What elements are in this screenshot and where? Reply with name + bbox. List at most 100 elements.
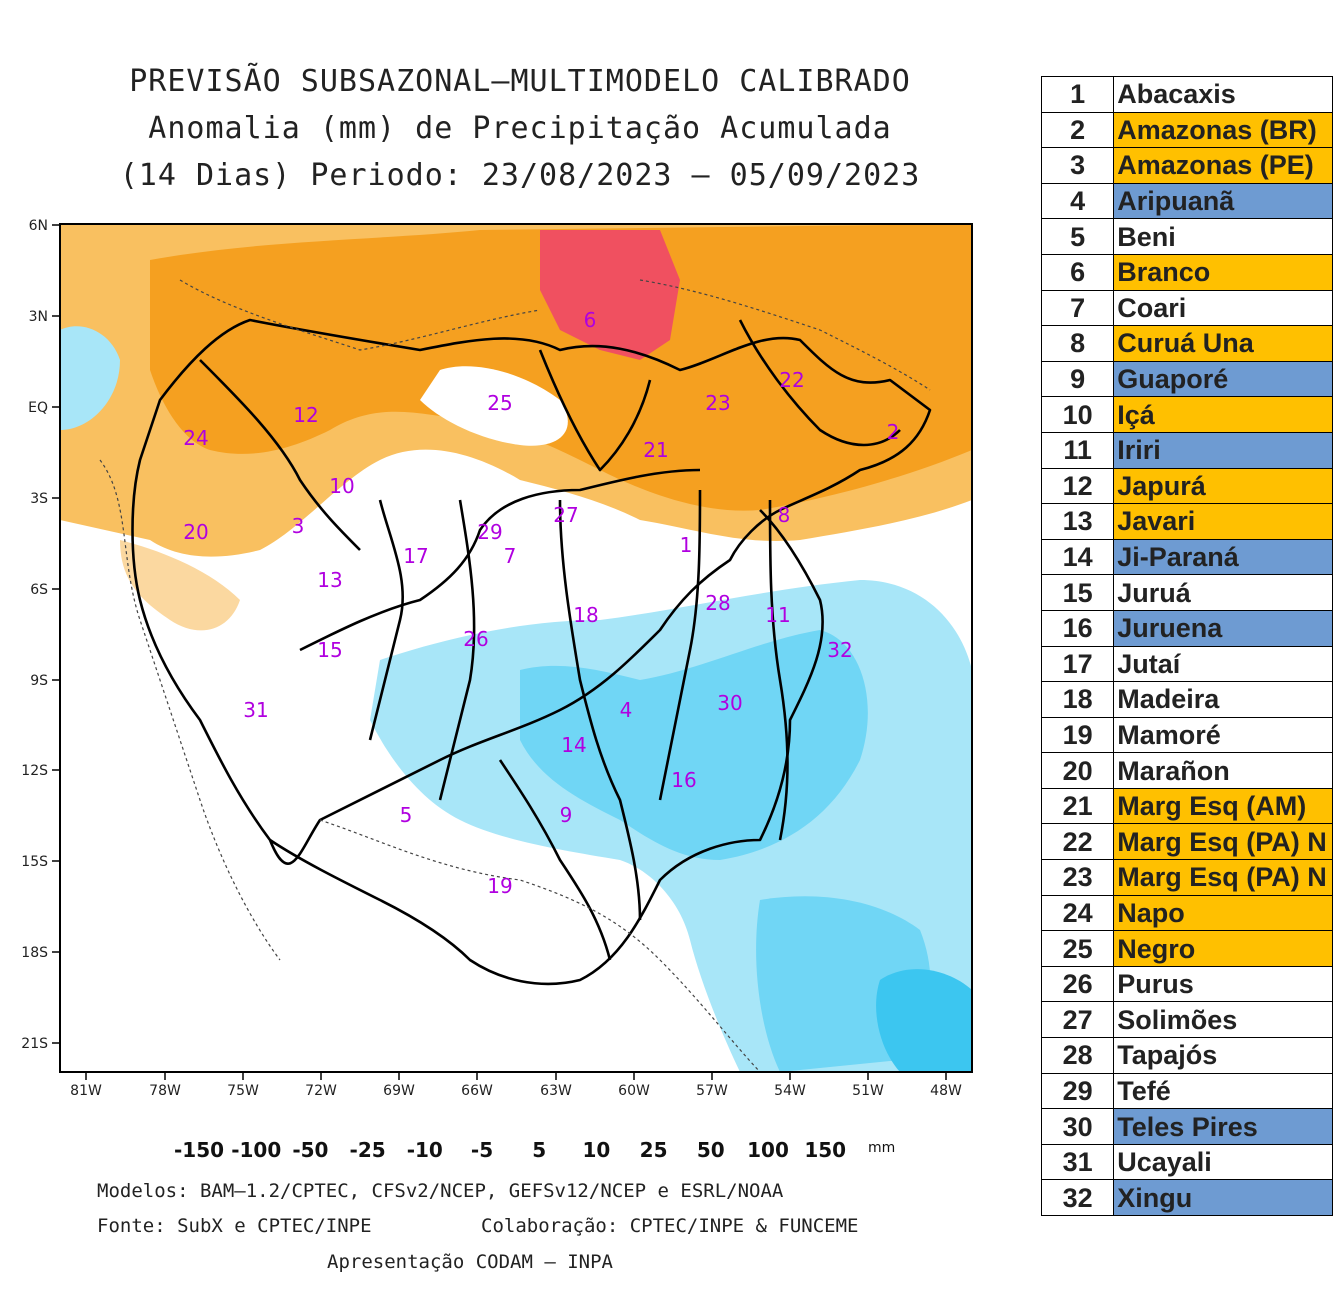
basin-name: Marg Esq (PA) N [1113,823,1333,861]
colorbar-tick-label: -10 [406,1138,443,1162]
orange-zone [150,224,972,511]
basin-number-label: 15 [317,638,342,662]
basin-name: Abacaxis [1113,76,1333,113]
basin-row: 32 Xingu [1040,1179,1333,1216]
basin-row: 17 Jutaí [1040,645,1333,683]
basin-number: 15 [1040,574,1115,611]
basin-name: Jutaí [1113,645,1333,683]
lon-tick-label: 48W [930,1083,962,1099]
light-orange-peru-zone [120,540,240,631]
basin-row: 18 Madeira [1040,681,1333,718]
basin-number: 12 [1040,467,1115,505]
basin-number: 25 [1040,930,1115,967]
lon-tick-label: 78W [149,1083,181,1099]
colorbar-tick-label: 5 [532,1138,547,1162]
basin-number: 24 [1040,894,1115,932]
basin-name: Iriri [1113,431,1333,469]
basin-row: 16 Juruena [1040,609,1333,647]
country-borders [99,279,931,1073]
colorbar-tick-label: 25 [639,1138,668,1162]
amazon-basin-outline [131,318,932,865]
basin-number: 21 [1040,787,1115,825]
basin-name: Aripuanã [1113,182,1333,220]
basin-number-label: 28 [705,591,730,615]
map-title-line-3: (14 Dias) Periodo: 23/08/2023 – 05/09/20… [119,158,921,193]
basin-row: 24 Napo [1040,894,1333,932]
basin-row: 4 Aripuanã [1040,182,1333,220]
basin-row: 14 Ji-Paraná [1040,538,1333,576]
basin-number-label: 1 [680,533,693,557]
basin-row: 31 Ucayali [1040,1143,1333,1181]
basin-name: Amazonas (BR) [1113,111,1333,149]
basin-number-label: 25 [487,391,512,415]
marg-esq-outline [738,319,901,447]
basin-name: Juruá [1113,574,1333,611]
colorbar-unit: mm [868,1140,896,1156]
basin-number: 14 [1040,538,1115,576]
colorbar-tick-label: -25 [349,1138,386,1162]
basin-number-label: 22 [779,368,804,392]
basin-row: 5 Beni [1040,218,1333,255]
basin-name: Mamoré [1113,716,1333,754]
basin-row: 19 Mamoré [1040,716,1333,754]
map-title-line-1: PREVISÃO SUBSAZONAL–MULTIMODELO CALIBRAD… [129,64,911,99]
basin-number: 8 [1040,325,1115,362]
basin-row: 23 Marg Esq (PA) N [1040,859,1333,896]
white-gap-zone [420,366,568,446]
basin-name: Ucayali [1113,1143,1333,1181]
lon-tick-label: 75W [227,1083,259,1099]
lat-tick-label: 6S [30,582,48,598]
basin-number-label: 26 [463,627,488,651]
map-title-line-2: Anomalia (mm) de Precipitação Acumulada [148,111,892,146]
footer-collaboration: Colaboração: CPTEC/INPE & FUNCEME [481,1215,859,1237]
basin-number-labels: 1234567891011121314151617181920212223242… [183,308,899,898]
lon-tick-label: 60W [618,1083,650,1099]
basin-number-label: 27 [553,503,578,527]
basin-number-label: 11 [765,603,790,627]
basin-number-label: 24 [183,426,208,450]
basin-number: 19 [1040,716,1115,754]
colorbar-tick-label: -5 [470,1138,494,1162]
basin-name: Guaporé [1113,360,1333,398]
basin-row: 21 Marg Esq (AM) [1040,787,1333,825]
madeira-outline [558,499,642,921]
colorbar-tick-label: 50 [696,1138,725,1162]
lon-tick-label: 72W [305,1083,337,1099]
basin-row: 25 Negro [1040,930,1333,967]
basin-name: Tefé [1113,1072,1333,1110]
lat-tick-label: 15S [21,854,48,870]
lon-tick-label: 81W [70,1083,102,1099]
basin-name: Xingu [1113,1179,1333,1216]
basin-row: 15 Juruá [1040,574,1333,611]
basin-name: Branco [1113,253,1333,291]
blue-corner-zone [876,969,972,1072]
basin-number-label: 30 [717,691,742,715]
basin-row: 30 Teles Pires [1040,1108,1333,1145]
basin-row: 12 Japurá [1040,467,1333,505]
basin-row: 7 Coari [1040,289,1333,327]
basin-number: 1 [1040,76,1115,113]
basin-number-label: 4 [620,698,633,722]
border-colombia-venezuela [179,279,541,351]
lat-tick-label: 3N [29,309,48,325]
lat-tick-label: 6N [29,218,48,234]
basin-row: 2 Amazonas (BR) [1040,111,1333,149]
basin-number-label: 9 [560,803,573,827]
basin-number-label: 18 [573,603,598,627]
basin-number: 31 [1040,1143,1115,1181]
basin-number-label: 17 [403,544,428,568]
basin-number: 32 [1040,1179,1115,1216]
solimoes-outline [299,468,701,652]
basin-number-label: 7 [504,544,517,568]
basin-number: 23 [1040,859,1115,896]
basin-number-label: 29 [477,520,502,544]
colorbar-tick-label: -150 [174,1138,225,1162]
basin-number: 13 [1040,503,1115,540]
basin-name: Napo [1113,894,1333,932]
guapore-outline [498,759,612,961]
lon-tick-label: 69W [383,1083,415,1099]
basin-number-label: 13 [317,568,342,592]
basin-number: 30 [1040,1108,1115,1145]
basin-number-label: 31 [243,698,268,722]
basin-number-label: 21 [643,438,668,462]
